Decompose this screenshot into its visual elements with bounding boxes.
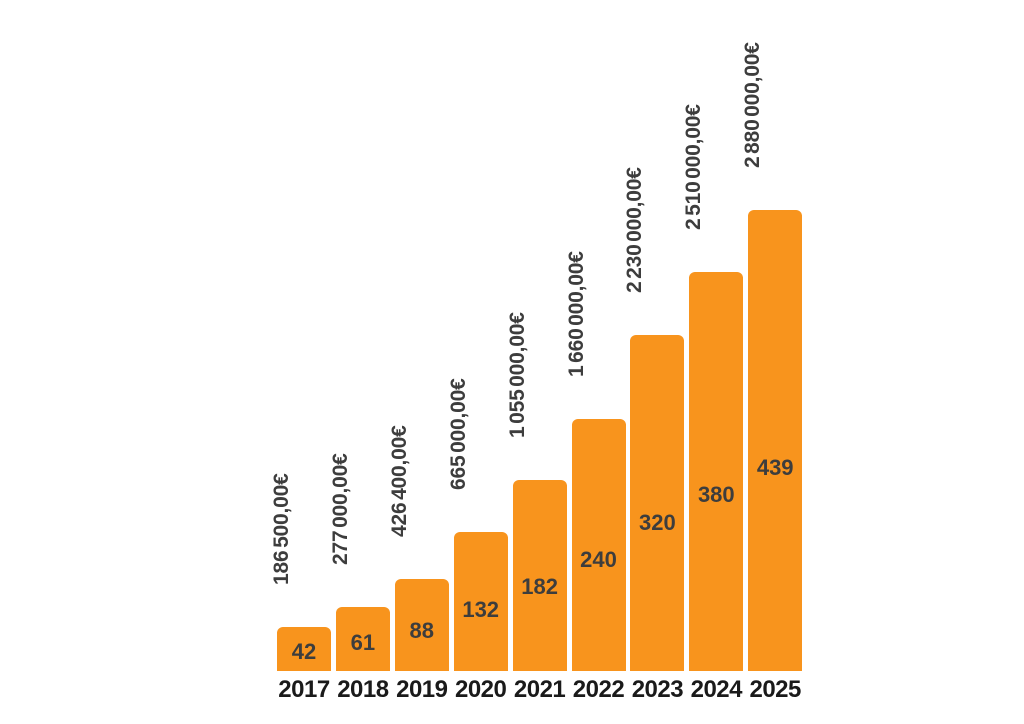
bar-amount-label: 1 660 000,00€ xyxy=(564,251,588,377)
bar-2018 xyxy=(335,607,390,671)
bar-amount-label: 2 510 000,00€ xyxy=(682,104,706,230)
bar-value-label: 380 xyxy=(697,482,735,507)
bar-value-label: 61 xyxy=(350,630,376,655)
bar-2021 xyxy=(512,480,567,671)
x-axis-label: 2019 xyxy=(396,676,448,703)
bar-value-label: 240 xyxy=(580,547,617,572)
x-axis-label: 2018 xyxy=(337,676,389,703)
bar-value-label: 42 xyxy=(291,639,317,664)
x-axis-label: 2025 xyxy=(749,676,801,703)
bar-2022 xyxy=(571,419,626,671)
bar-amount-label: 2 230 000,00€ xyxy=(623,167,647,293)
bar-value-label: 439 xyxy=(756,455,794,480)
bar-value-label: 182 xyxy=(521,574,558,599)
x-axis-label: 2021 xyxy=(513,676,566,703)
bar-value-label: 320 xyxy=(639,510,676,535)
bar-2024 xyxy=(689,272,744,671)
bar-amount-label: 426 400,00€ xyxy=(387,425,411,537)
bar-amount-label: 1 055 000,00€ xyxy=(505,312,529,438)
bar-2019 xyxy=(394,579,449,671)
bar-2020 xyxy=(453,532,508,671)
x-axis-label: 2020 xyxy=(454,676,507,703)
x-axis-label: 2024 xyxy=(690,676,743,703)
bar-amount-label: 186 500,00€ xyxy=(270,473,293,585)
x-axis-label: 2022 xyxy=(572,676,625,703)
bar-2025 xyxy=(748,210,803,671)
bar-value-label: 88 xyxy=(409,618,435,643)
bar-2017 xyxy=(277,627,331,671)
x-axis-label: 2017 xyxy=(278,676,330,703)
bar-amount-label: 2 880 000,00€ xyxy=(741,42,765,168)
x-axis-label: 2023 xyxy=(631,676,684,703)
bar-value-label: 132 xyxy=(462,597,500,622)
bar-2023 xyxy=(630,335,685,671)
bar-amount-label: 665 000,00€ xyxy=(446,378,470,490)
bar-amount-label: 277 000,00€ xyxy=(328,453,352,565)
